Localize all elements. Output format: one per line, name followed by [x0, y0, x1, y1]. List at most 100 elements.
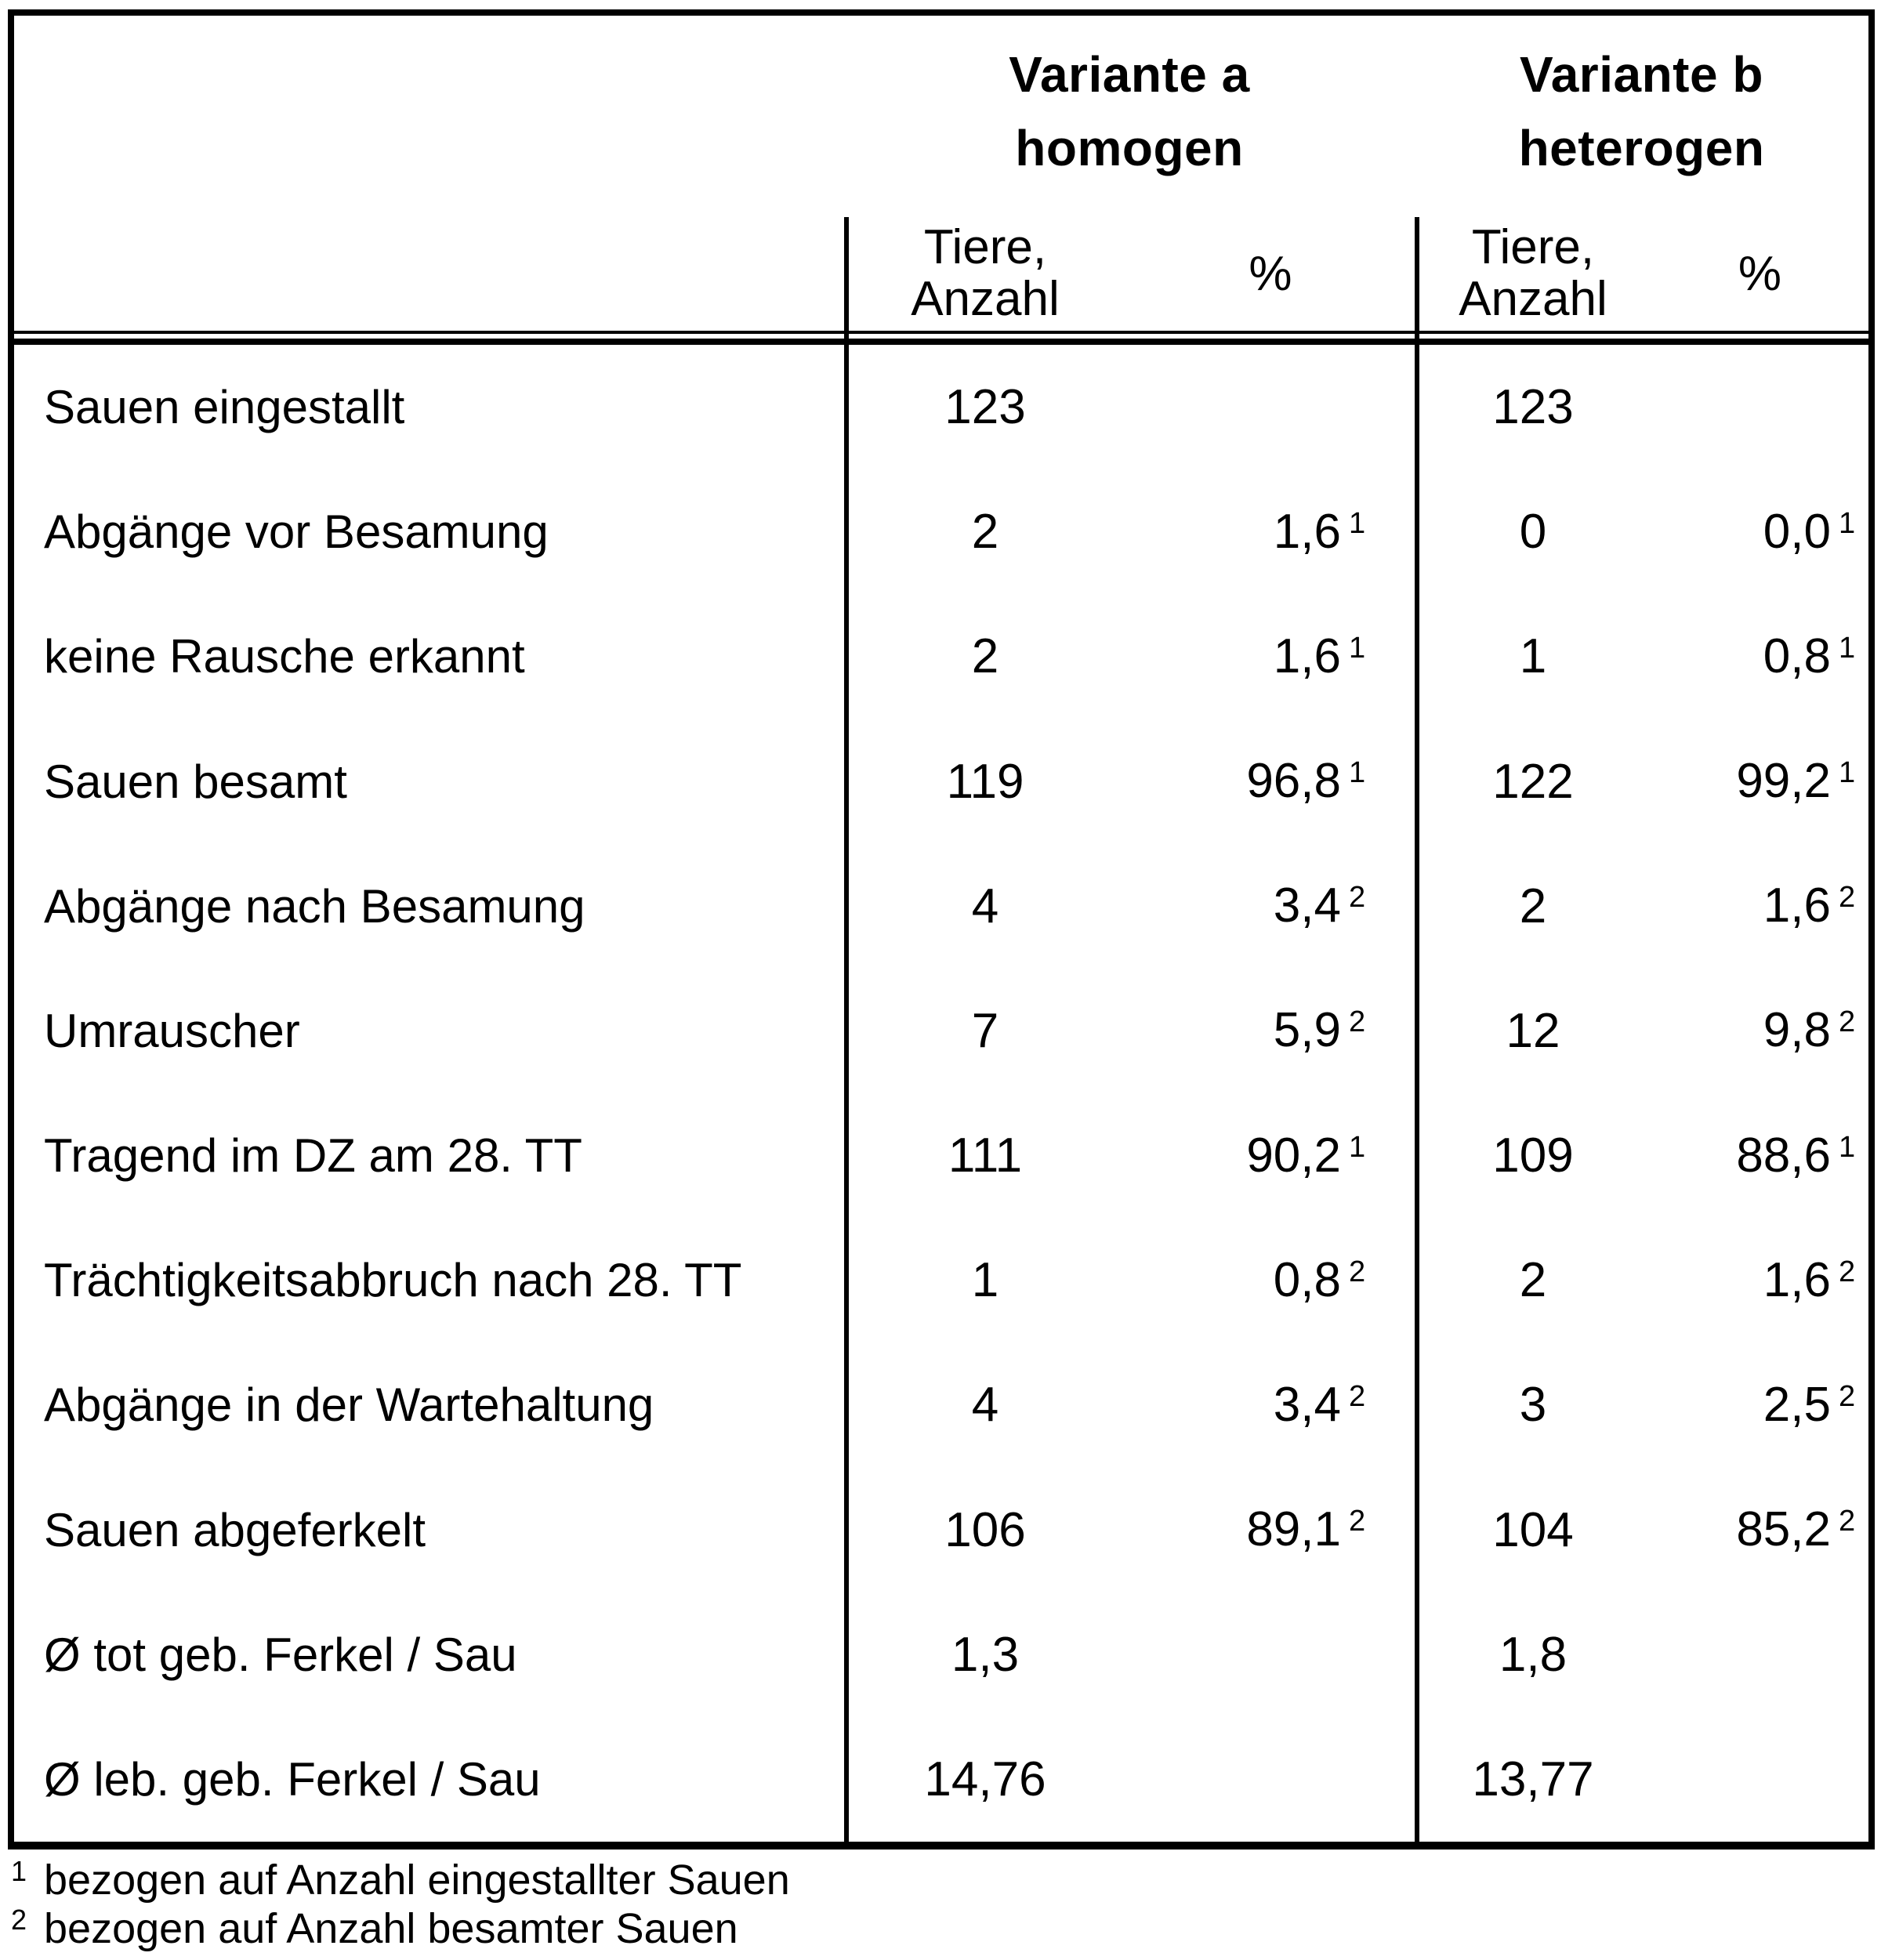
superscript-a: 2 [1349, 1505, 1366, 1538]
table-row: Sauen eingestallt 123 123 [14, 345, 1868, 469]
table-row: Abgänge vor Besamung 2 1,6 1 0 0,0 1 [14, 469, 1868, 594]
percent-value-b: 9,8 [1763, 1003, 1831, 1058]
percent-cell-a: 1,6 1 [1126, 629, 1415, 683]
superscript-b: 1 [1839, 631, 1856, 665]
tiere-value-a: 4 [971, 1378, 999, 1433]
table-row: Umrauscher 7 5,9 2 12 9,8 2 [14, 969, 1868, 1093]
percent-cell-a: 90,2 1 [1126, 1129, 1415, 1183]
superscript-b: 2 [1839, 1255, 1856, 1288]
percent-cell-a [1126, 1653, 1415, 1656]
percent-value-b: 88,6 [1736, 1128, 1831, 1183]
column-divider-variant-a-variant-b [1415, 217, 1419, 1842]
superscript-a: 2 [1349, 1379, 1366, 1413]
percent-cell-a: 89,1 2 [1126, 1503, 1415, 1556]
subheader-percent-variant-a: % [1249, 246, 1292, 301]
percent-cell-b: 1,6 2 [1651, 1252, 1868, 1307]
table-row: Sauen besamt 119 96,8 1 122 99,2 1 [14, 719, 1868, 844]
percent-cell-b [1651, 1653, 1868, 1656]
variant-b-header: Variante b heterogen [1415, 38, 1868, 185]
table-row: keine Rausche erkannt 2 1,6 1 1 0,8 1 [14, 594, 1868, 719]
tiere-value-a: 4 [971, 879, 999, 933]
tiere-value-b: 2 [1519, 879, 1547, 933]
percent-value-a: 90,2 [1246, 1128, 1341, 1183]
subheader-band: Tiere, Anzahl % Tiere, Anzahl % [844, 216, 1868, 331]
table-row: Trächtigkeitsabbruch nach 28. TT 1 0,8 2 … [14, 1218, 1868, 1342]
table-row: Ø tot geb. Ferkel / Sau 1,3 1,8 [14, 1592, 1868, 1717]
tiere-value-b: 1,8 [1499, 1627, 1568, 1682]
percent-value-b: 1,6 [1763, 1252, 1831, 1307]
footnote-2: 2 bezogen auf Anzahl besamter Sauen [11, 1904, 790, 1953]
percent-value-a: 0,8 [1273, 1252, 1341, 1307]
tiere-value-b: 13,77 [1472, 1752, 1594, 1806]
percent-cell-a: 3,4 2 [1126, 879, 1415, 933]
percent-cell-a: 3,4 2 [1126, 1377, 1415, 1432]
percent-cell-b [1651, 406, 1868, 409]
row-label: Umrauscher [44, 1004, 300, 1057]
column-group-header-band: Variante a homogen Variante b heterogen [844, 38, 1868, 185]
table-body: Sauen eingestallt 123 123 Abgänge vor Be… [14, 345, 1868, 1842]
percent-cell-b: 85,2 2 [1651, 1503, 1868, 1556]
tiere-value-b: 122 [1492, 754, 1574, 809]
table-row: Abgänge nach Besamung 4 3,4 2 2 1,6 2 [14, 844, 1868, 969]
percent-cell-b: 0,0 1 [1651, 505, 1868, 559]
superscript-b: 1 [1839, 506, 1856, 540]
subheader-tiere-b-line1: Tiere, [1471, 220, 1595, 274]
tiere-value-b: 2 [1519, 1253, 1547, 1308]
superscript-a: 1 [1349, 756, 1366, 790]
column-divider-labels-variant-a [844, 217, 849, 1842]
percent-cell-b: 99,2 1 [1651, 755, 1868, 808]
subheader-percent-variant-b: % [1738, 246, 1782, 301]
percent-value-a: 1,6 [1273, 629, 1341, 683]
footnote-2-text: bezogen auf Anzahl besamter Sauen [44, 1905, 738, 1952]
footnote-1-text: bezogen auf Anzahl eingestallter Sauen [44, 1857, 790, 1904]
superscript-a: 2 [1349, 1005, 1366, 1039]
superscript-a: 2 [1349, 881, 1366, 915]
percent-value-b: 2,5 [1763, 1377, 1831, 1432]
row-label: Ø leb. geb. Ferkel / Sau [44, 1752, 541, 1806]
percent-cell-b: 2,5 2 [1651, 1377, 1868, 1432]
row-label: Abgänge vor Besamung [44, 505, 549, 559]
table-row: Abgänge in der Wartehaltung 4 3,4 2 3 2,5… [14, 1342, 1868, 1467]
percent-cell-b: 0,8 1 [1651, 629, 1868, 683]
tiere-value-b: 12 [1506, 1003, 1560, 1058]
percent-value-b: 0,8 [1763, 629, 1831, 683]
row-label: keine Rausche erkannt [44, 630, 525, 683]
tiere-value-b: 1 [1519, 629, 1547, 684]
footnote-1: 1 bezogen auf Anzahl eingestallter Sauen [11, 1856, 790, 1904]
tiere-value-b: 104 [1492, 1502, 1574, 1557]
row-label: Tragend im DZ am 28. TT [44, 1129, 582, 1183]
superscript-a: 1 [1349, 631, 1366, 665]
tiere-value-a: 1 [971, 1253, 999, 1308]
superscript-a: 1 [1349, 1130, 1366, 1164]
tiere-value-b: 3 [1519, 1378, 1547, 1433]
percent-value-b: 0,0 [1763, 504, 1831, 559]
percent-cell-b: 9,8 2 [1651, 1004, 1868, 1057]
tiere-value-b: 123 [1492, 380, 1574, 435]
percent-value-a: 3,4 [1273, 1377, 1341, 1432]
variant-a-header-line1: Variante a [1009, 46, 1250, 103]
footnote-2-superscript: 2 [11, 1904, 27, 1936]
footnote-1-superscript: 1 [11, 1855, 27, 1887]
table-row: Ø leb. geb. Ferkel / Sau 14,76 13,77 [14, 1717, 1868, 1842]
table-row: Tragend im DZ am 28. TT 111 90,2 1 109 88… [14, 1093, 1868, 1218]
table-row: Sauen abgeferkelt 106 89,1 2 104 85,2 2 [14, 1468, 1868, 1592]
row-label: Sauen eingestallt [44, 381, 405, 434]
row-label: Abgänge in der Wartehaltung [44, 1379, 654, 1432]
tiere-value-a: 123 [944, 380, 1026, 435]
percent-cell-a: 0,8 2 [1126, 1252, 1415, 1307]
superscript-b: 2 [1839, 1505, 1856, 1538]
row-label: Sauen abgeferkelt [44, 1503, 426, 1556]
superscript-a: 1 [1349, 506, 1366, 540]
percent-value-a: 1,6 [1273, 504, 1341, 559]
tiere-value-b: 109 [1492, 1129, 1574, 1183]
tiere-value-a: 106 [944, 1502, 1026, 1557]
variant-a-header: Variante a homogen [844, 38, 1415, 185]
variant-b-header-line1: Variante b [1520, 46, 1763, 103]
percent-value-a: 5,9 [1273, 1003, 1341, 1058]
percent-cell-b [1651, 1777, 1868, 1781]
tiere-value-a: 7 [971, 1003, 999, 1058]
superscript-b: 1 [1839, 1130, 1856, 1164]
percent-value-b: 1,6 [1763, 879, 1831, 933]
subheader-tiere-b-line2: Anzahl [1459, 272, 1607, 326]
